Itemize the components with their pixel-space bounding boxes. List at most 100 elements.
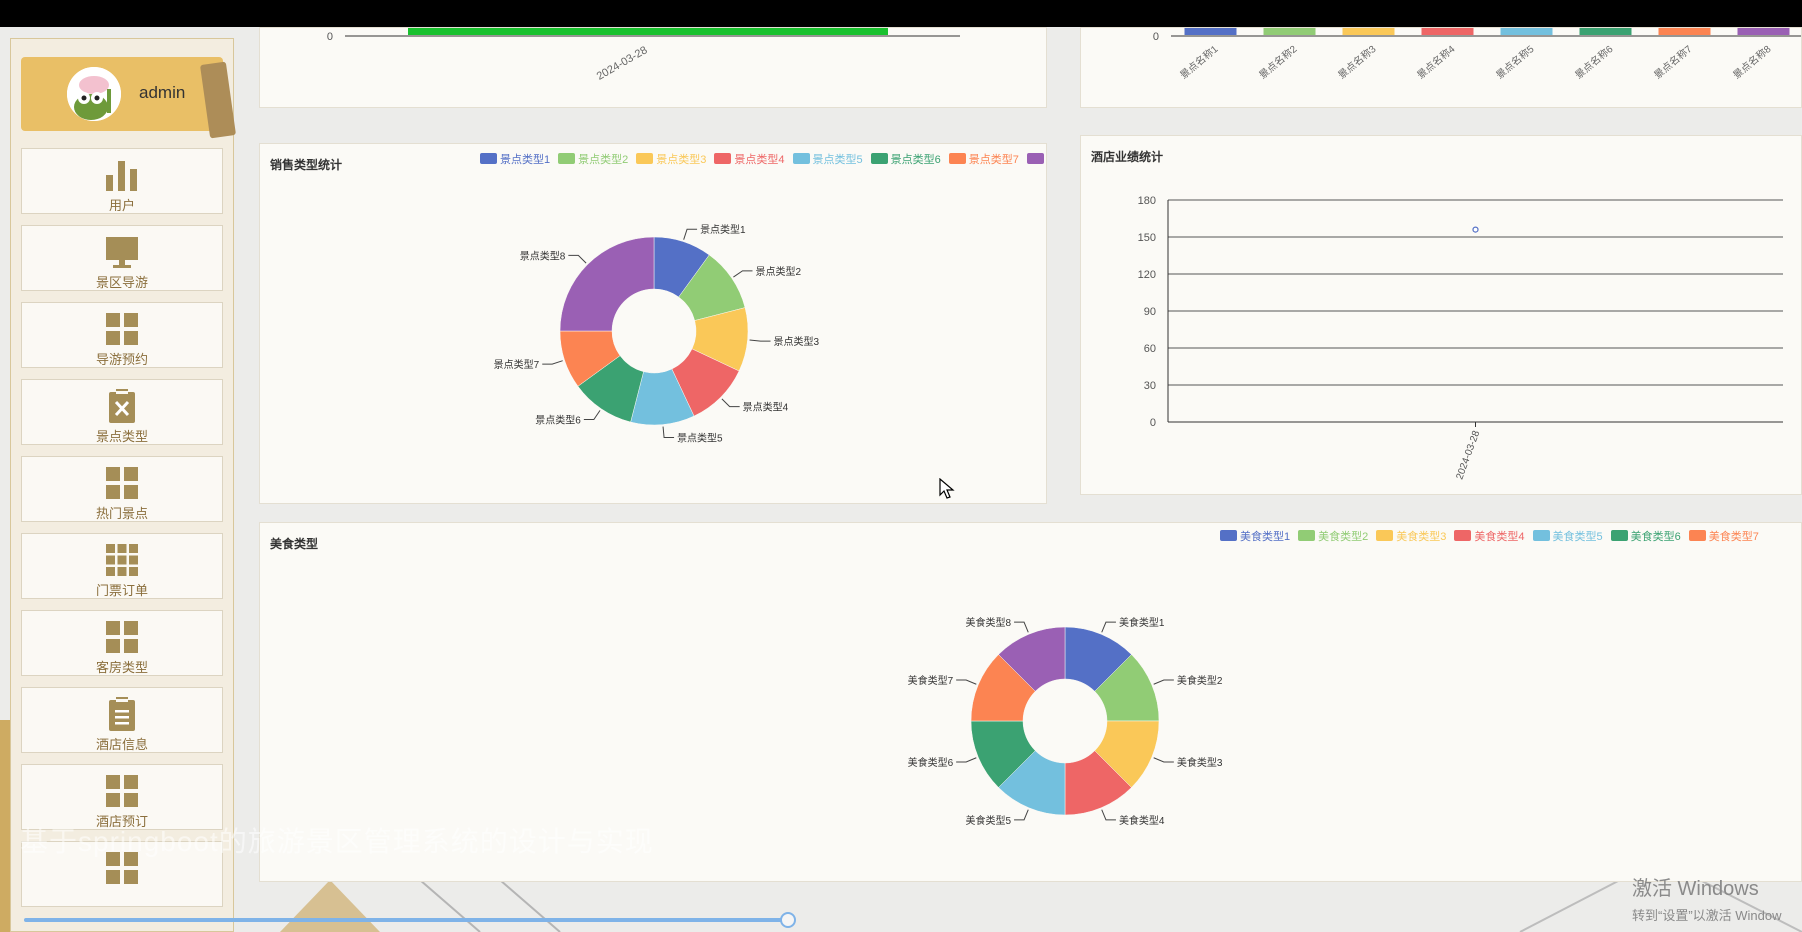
- legend-label: 景点类型3: [656, 154, 707, 166]
- watermark-line2: 转到“设置”以激活 Window: [1632, 908, 1782, 923]
- avatar[interactable]: [67, 67, 121, 121]
- sidebar-item-hot-scenic[interactable]: 热门景点: [21, 456, 223, 522]
- panel-scenic-bar-chart: 0 景点名称1 景点名称2 景点名称3 景点名称4 景点名称5 景点名称6 景点名称7 景点名…: [1080, 27, 1802, 108]
- legend-swatch: [1454, 530, 1472, 541]
- sidebar-item-hotel-booking[interactable]: 酒店预订: [21, 764, 223, 830]
- legend-swatch: [792, 153, 810, 164]
- legend-item[interactable]: 景点类型2: [558, 150, 628, 171]
- chart-title: 销售类型统计: [270, 158, 343, 172]
- legend-item[interactable]: 美食类型5: [1532, 527, 1603, 548]
- legend-swatch: [1610, 530, 1628, 541]
- legend-swatch: [870, 153, 888, 164]
- x-tick-label: 2024-03-28: [1454, 429, 1482, 481]
- bar-chart-icon: [106, 161, 137, 191]
- y-tick-label: 150: [1138, 232, 1156, 244]
- x-tick-label: 景点名称8: [1730, 42, 1774, 82]
- y-tick-label: 90: [1144, 306, 1156, 318]
- legend-swatch: [714, 153, 732, 164]
- bar-1[interactable]: [1184, 28, 1237, 35]
- legend-item[interactable]: 景点类型3: [636, 150, 706, 171]
- legend-item[interactable]: 美食类型1: [1220, 527, 1290, 548]
- slice-label: 景点类型2: [755, 265, 801, 278]
- slice-label-line: [956, 679, 977, 685]
- legend-label: 美食类型1: [1240, 531, 1291, 543]
- bar-4[interactable]: [1421, 28, 1474, 35]
- bar-3[interactable]: [1342, 28, 1395, 35]
- x-tick-label: 2024-03-28: [595, 44, 650, 83]
- legend-item[interactable]: 景点类型7: [948, 150, 1019, 171]
- y-tick-label: 120: [1138, 269, 1156, 281]
- slice-label-line: [733, 270, 753, 278]
- legend-label: 景点类型7: [968, 154, 1019, 166]
- sidebar-item-more[interactable]: [21, 841, 223, 907]
- slice-label: 美食类型6: [908, 756, 954, 769]
- sidebar-item-scenic-guide[interactable]: 景区导游: [21, 225, 223, 291]
- sidebar-item-hotel-info[interactable]: 酒店信息: [21, 687, 223, 753]
- sidebar: admin 用户 景区导游 导游预约 景点类型 热门景点: [10, 38, 237, 932]
- chart-legend: 景点类型1 景点类型2 景点类型3 景点类型4 景点类型5 景点类型6 景点类型7 景点类型8: [480, 150, 1044, 171]
- sidebar-item-label: 酒店预订: [95, 814, 148, 829]
- bar-2024-03-28[interactable]: [408, 28, 888, 35]
- sidebar-item-label: 景点类型: [95, 429, 148, 444]
- bar-6[interactable]: [1579, 28, 1632, 35]
- sidebar-item-scenic-type[interactable]: 景点类型: [21, 379, 223, 445]
- video-progress-bar[interactable]: [24, 918, 788, 922]
- clipboard-x-icon: [109, 389, 135, 423]
- legend-swatch: [480, 153, 497, 164]
- y-tick-label: 0: [1153, 31, 1159, 43]
- legend-item[interactable]: 景点类型1: [480, 150, 550, 171]
- windows-activation-watermark: 激活 Windows 转到“设置”以激活 Window: [1632, 872, 1782, 924]
- grid-9-icon: [106, 544, 138, 576]
- sidebar-item-label: 酒店信息: [95, 737, 148, 752]
- slice-label: 美食类型1: [1119, 616, 1165, 629]
- bar-5[interactable]: [1500, 28, 1553, 35]
- legend-swatch: [1026, 153, 1044, 164]
- sidebar-item-ticket-orders[interactable]: 门票订单: [21, 533, 223, 599]
- food-type-donut-chart: 美食类型1 美食类型2 美食类型3 美食类型4 美食类型5 美食类型6 美食类型7 美食类型8: [908, 616, 1223, 827]
- slice-label-line: [1153, 757, 1174, 763]
- data-point[interactable]: [1472, 226, 1479, 233]
- legend-item[interactable]: 美食类型3: [1376, 527, 1446, 548]
- bar-8[interactable]: [1737, 28, 1790, 35]
- scenic-name-bar-chart: 0 景点名称1 景点名称2 景点名称3 景点名称4 景点名称5 景点名称6 景点名称7 景点名…: [1153, 28, 1801, 82]
- y-tick-label: 180: [1138, 195, 1156, 207]
- clipboard-list-icon: [109, 697, 135, 731]
- video-progress-knob[interactable]: [780, 912, 796, 928]
- watermark-line1: 激活 Windows: [1632, 878, 1759, 900]
- bar-2[interactable]: [1263, 28, 1316, 35]
- monitor-icon: [106, 237, 138, 268]
- y-tick-label: 0: [1150, 417, 1156, 429]
- sidebar-item-guide-booking[interactable]: 导游预约: [21, 302, 223, 368]
- sidebar-item-label: 热门景点: [95, 506, 148, 521]
- legend-label: 景点类型4: [734, 154, 785, 166]
- slice-8[interactable]: [559, 236, 655, 332]
- slice-label-line: [662, 426, 675, 439]
- legend-item[interactable]: 景点类型6: [870, 150, 941, 171]
- slice-label-line: [749, 339, 771, 342]
- legend-item[interactable]: 景点类型5: [792, 150, 863, 171]
- legend-item[interactable]: 美食类型7: [1688, 527, 1759, 548]
- legend-label: 景点类型6: [890, 154, 941, 166]
- legend-label: 美食类型5: [1552, 531, 1603, 543]
- sidebar-item-users[interactable]: 用户: [21, 148, 223, 214]
- slice-8[interactable]: [998, 626, 1066, 692]
- legend-item[interactable]: 美食类型4: [1454, 527, 1525, 548]
- slice-label-line: [583, 410, 601, 420]
- sidebar-item-room-type[interactable]: 客房类型: [21, 610, 223, 676]
- bar-7[interactable]: [1658, 28, 1711, 35]
- legend-item[interactable]: 美食类型6: [1610, 527, 1681, 548]
- sidebar-item-label: 客房类型: [95, 660, 148, 675]
- legend-item[interactable]: 景点类型4: [714, 150, 785, 171]
- sales-type-donut-chart: 景点类型1 景点类型2 景点类型3 景点类型4 景点类型5 景点类型6 景点类型7 景点类型8: [494, 223, 820, 444]
- legend-label: 美食类型3: [1396, 531, 1447, 543]
- legend-item[interactable]: 景点类型8: [1026, 150, 1046, 171]
- user-card-flap: [199, 61, 237, 139]
- x-tick-label: 景点名称6: [1572, 42, 1616, 82]
- chart-title: 美食类型: [270, 537, 319, 551]
- y-tick-label: 30: [1144, 380, 1156, 392]
- legend-item[interactable]: 美食类型2: [1298, 527, 1368, 548]
- x-tick-label: 景点名称3: [1335, 42, 1379, 82]
- user-name: admin: [139, 83, 186, 102]
- user-card[interactable]: admin: [21, 57, 237, 139]
- slice-label: 美食类型8: [965, 616, 1011, 629]
